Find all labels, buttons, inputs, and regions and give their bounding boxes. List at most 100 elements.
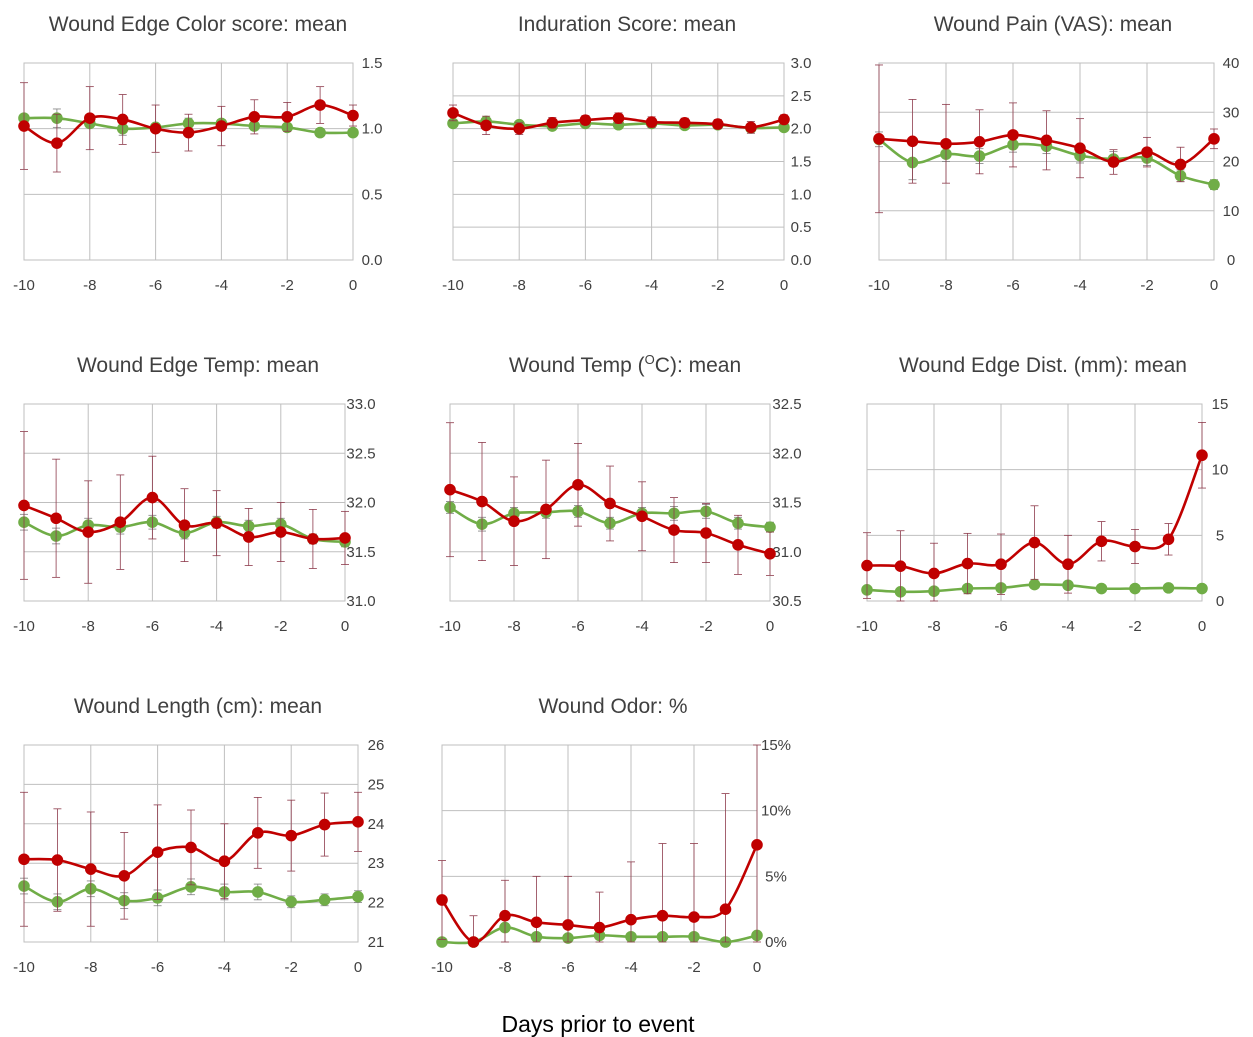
event-data-point <box>604 497 616 510</box>
chart-title: Wound Edge Color score: mean <box>49 13 347 36</box>
chart-panel-8: Wound Odor: % 0% 5% 10% 15% -10 -8 -6 -4 -2 0 <box>431 695 791 976</box>
y-tick-label: 26 <box>368 737 385 754</box>
control-data-point <box>347 126 359 139</box>
event-data-point <box>562 919 574 931</box>
chart-panel-5: Wound Temp (OC): mean 30.5 31.0 31.5 32.0 32.… <box>439 352 801 635</box>
x-tick-label: 0 <box>1198 618 1206 635</box>
event-data-point <box>281 111 294 123</box>
event-data-point <box>940 137 952 150</box>
x-tick-label: -4 <box>1073 277 1086 294</box>
y-tick-label: 5% <box>765 868 787 885</box>
event-data-point <box>593 921 606 934</box>
event-data-point <box>745 121 757 134</box>
event-data-point <box>339 532 351 544</box>
event-data-point <box>861 559 873 572</box>
x-tick-label: -2 <box>687 959 700 976</box>
y-tick-label: 22 <box>368 895 385 912</box>
event-data-point <box>182 126 195 139</box>
x-axis-label: Days prior to event <box>501 1011 695 1037</box>
event-data-point <box>1141 146 1153 158</box>
x-tick-label: -10 <box>13 618 35 635</box>
x-tick-label: -2 <box>285 959 298 976</box>
event-data-point <box>1074 142 1086 155</box>
event-data-point <box>285 829 298 842</box>
chart-panel-7: Wound Length (cm): mean 21 22 23 24 25 26 -10 -8… <box>13 695 384 976</box>
x-tick-label: -2 <box>274 618 287 635</box>
y-tick-label: 31.5 <box>346 544 375 561</box>
event-data-point <box>572 478 584 491</box>
x-tick-label: -4 <box>635 618 648 635</box>
control-data-point <box>314 126 326 139</box>
chart-title: Wound Edge Dist. (mm): mean <box>899 354 1187 377</box>
control-data-point <box>318 894 331 906</box>
event-data-point <box>84 112 96 124</box>
control-data-point <box>1208 178 1220 191</box>
event-data-point <box>314 99 326 111</box>
chart-title: Wound Edge Temp: mean <box>77 354 319 377</box>
event-data-point <box>612 112 625 124</box>
event-data-point <box>444 483 456 496</box>
event-data-point <box>82 526 94 538</box>
x-tick-label: -6 <box>1006 277 1019 294</box>
event-data-point <box>995 558 1007 571</box>
event-data-point <box>712 118 724 130</box>
y-tick-label: 10 <box>1223 203 1240 220</box>
x-tick-label: -2 <box>1140 277 1153 294</box>
x-tick-label: -2 <box>281 277 294 294</box>
event-data-point <box>1196 449 1208 462</box>
event-data-point <box>242 531 255 543</box>
x-tick-label: 0 <box>341 618 349 635</box>
event-data-point <box>1062 558 1074 571</box>
event-data-point <box>318 818 331 831</box>
y-tick-label: 1.5 <box>791 154 812 171</box>
event-data-point <box>85 863 97 875</box>
x-tick-label: -6 <box>561 959 574 976</box>
x-tick-label: 0 <box>354 959 362 976</box>
x-tick-label: 0 <box>780 277 788 294</box>
x-tick-label: -2 <box>711 277 724 294</box>
event-data-point <box>1107 156 1120 168</box>
control-data-point <box>251 886 264 898</box>
x-tick-label: 0 <box>766 618 774 635</box>
x-tick-label: -4 <box>1061 618 1074 635</box>
x-tick-label: -10 <box>431 959 453 976</box>
y-tick-label: 32.0 <box>346 495 375 512</box>
y-tick-label: 32.5 <box>346 445 375 462</box>
event-data-point <box>146 491 159 504</box>
event-data-point <box>1162 533 1175 546</box>
event-data-point <box>307 533 319 545</box>
chart-title: Wound Temp (OC): mean <box>509 352 741 377</box>
y-tick-label: 0.5 <box>362 186 383 203</box>
y-tick-label: 1.5 <box>362 55 383 72</box>
y-tick-label: 20 <box>1223 154 1240 171</box>
event-data-point <box>118 870 130 882</box>
event-data-point <box>116 113 129 126</box>
chart-panel-4: Wound Edge Temp: mean 31.0 31.5 32.0 32.5 33.… <box>13 354 375 635</box>
event-data-point <box>248 111 261 123</box>
y-tick-label: 0.0 <box>791 252 812 269</box>
event-data-point <box>51 854 64 866</box>
event-data-point <box>961 557 974 570</box>
event-data-point <box>178 519 191 531</box>
chart-panel-2: Induration Score: mean 0.0 0.5 1.0 1.5 2.0 2.5… <box>442 13 811 294</box>
event-data-point <box>579 114 592 126</box>
event-data-point <box>973 136 986 148</box>
event-data-point <box>645 116 658 128</box>
event-data-point <box>1028 536 1041 549</box>
x-tick-label: -4 <box>218 959 231 976</box>
x-tick-label: -4 <box>215 277 228 294</box>
x-tick-label: -8 <box>507 618 520 635</box>
x-tick-label: -10 <box>856 618 878 635</box>
x-tick-label: -6 <box>151 959 164 976</box>
y-tick-label: 31.5 <box>772 495 801 512</box>
y-tick-label: 30.5 <box>772 593 801 610</box>
event-data-point <box>347 109 359 122</box>
chart-title: Wound Odor: % <box>538 695 687 718</box>
event-data-point <box>50 512 62 525</box>
event-data-point <box>149 122 162 135</box>
y-tick-label: 31.0 <box>346 593 375 610</box>
event-data-point <box>508 515 520 528</box>
x-tick-label: 0 <box>1210 277 1218 294</box>
event-data-point <box>480 119 492 132</box>
